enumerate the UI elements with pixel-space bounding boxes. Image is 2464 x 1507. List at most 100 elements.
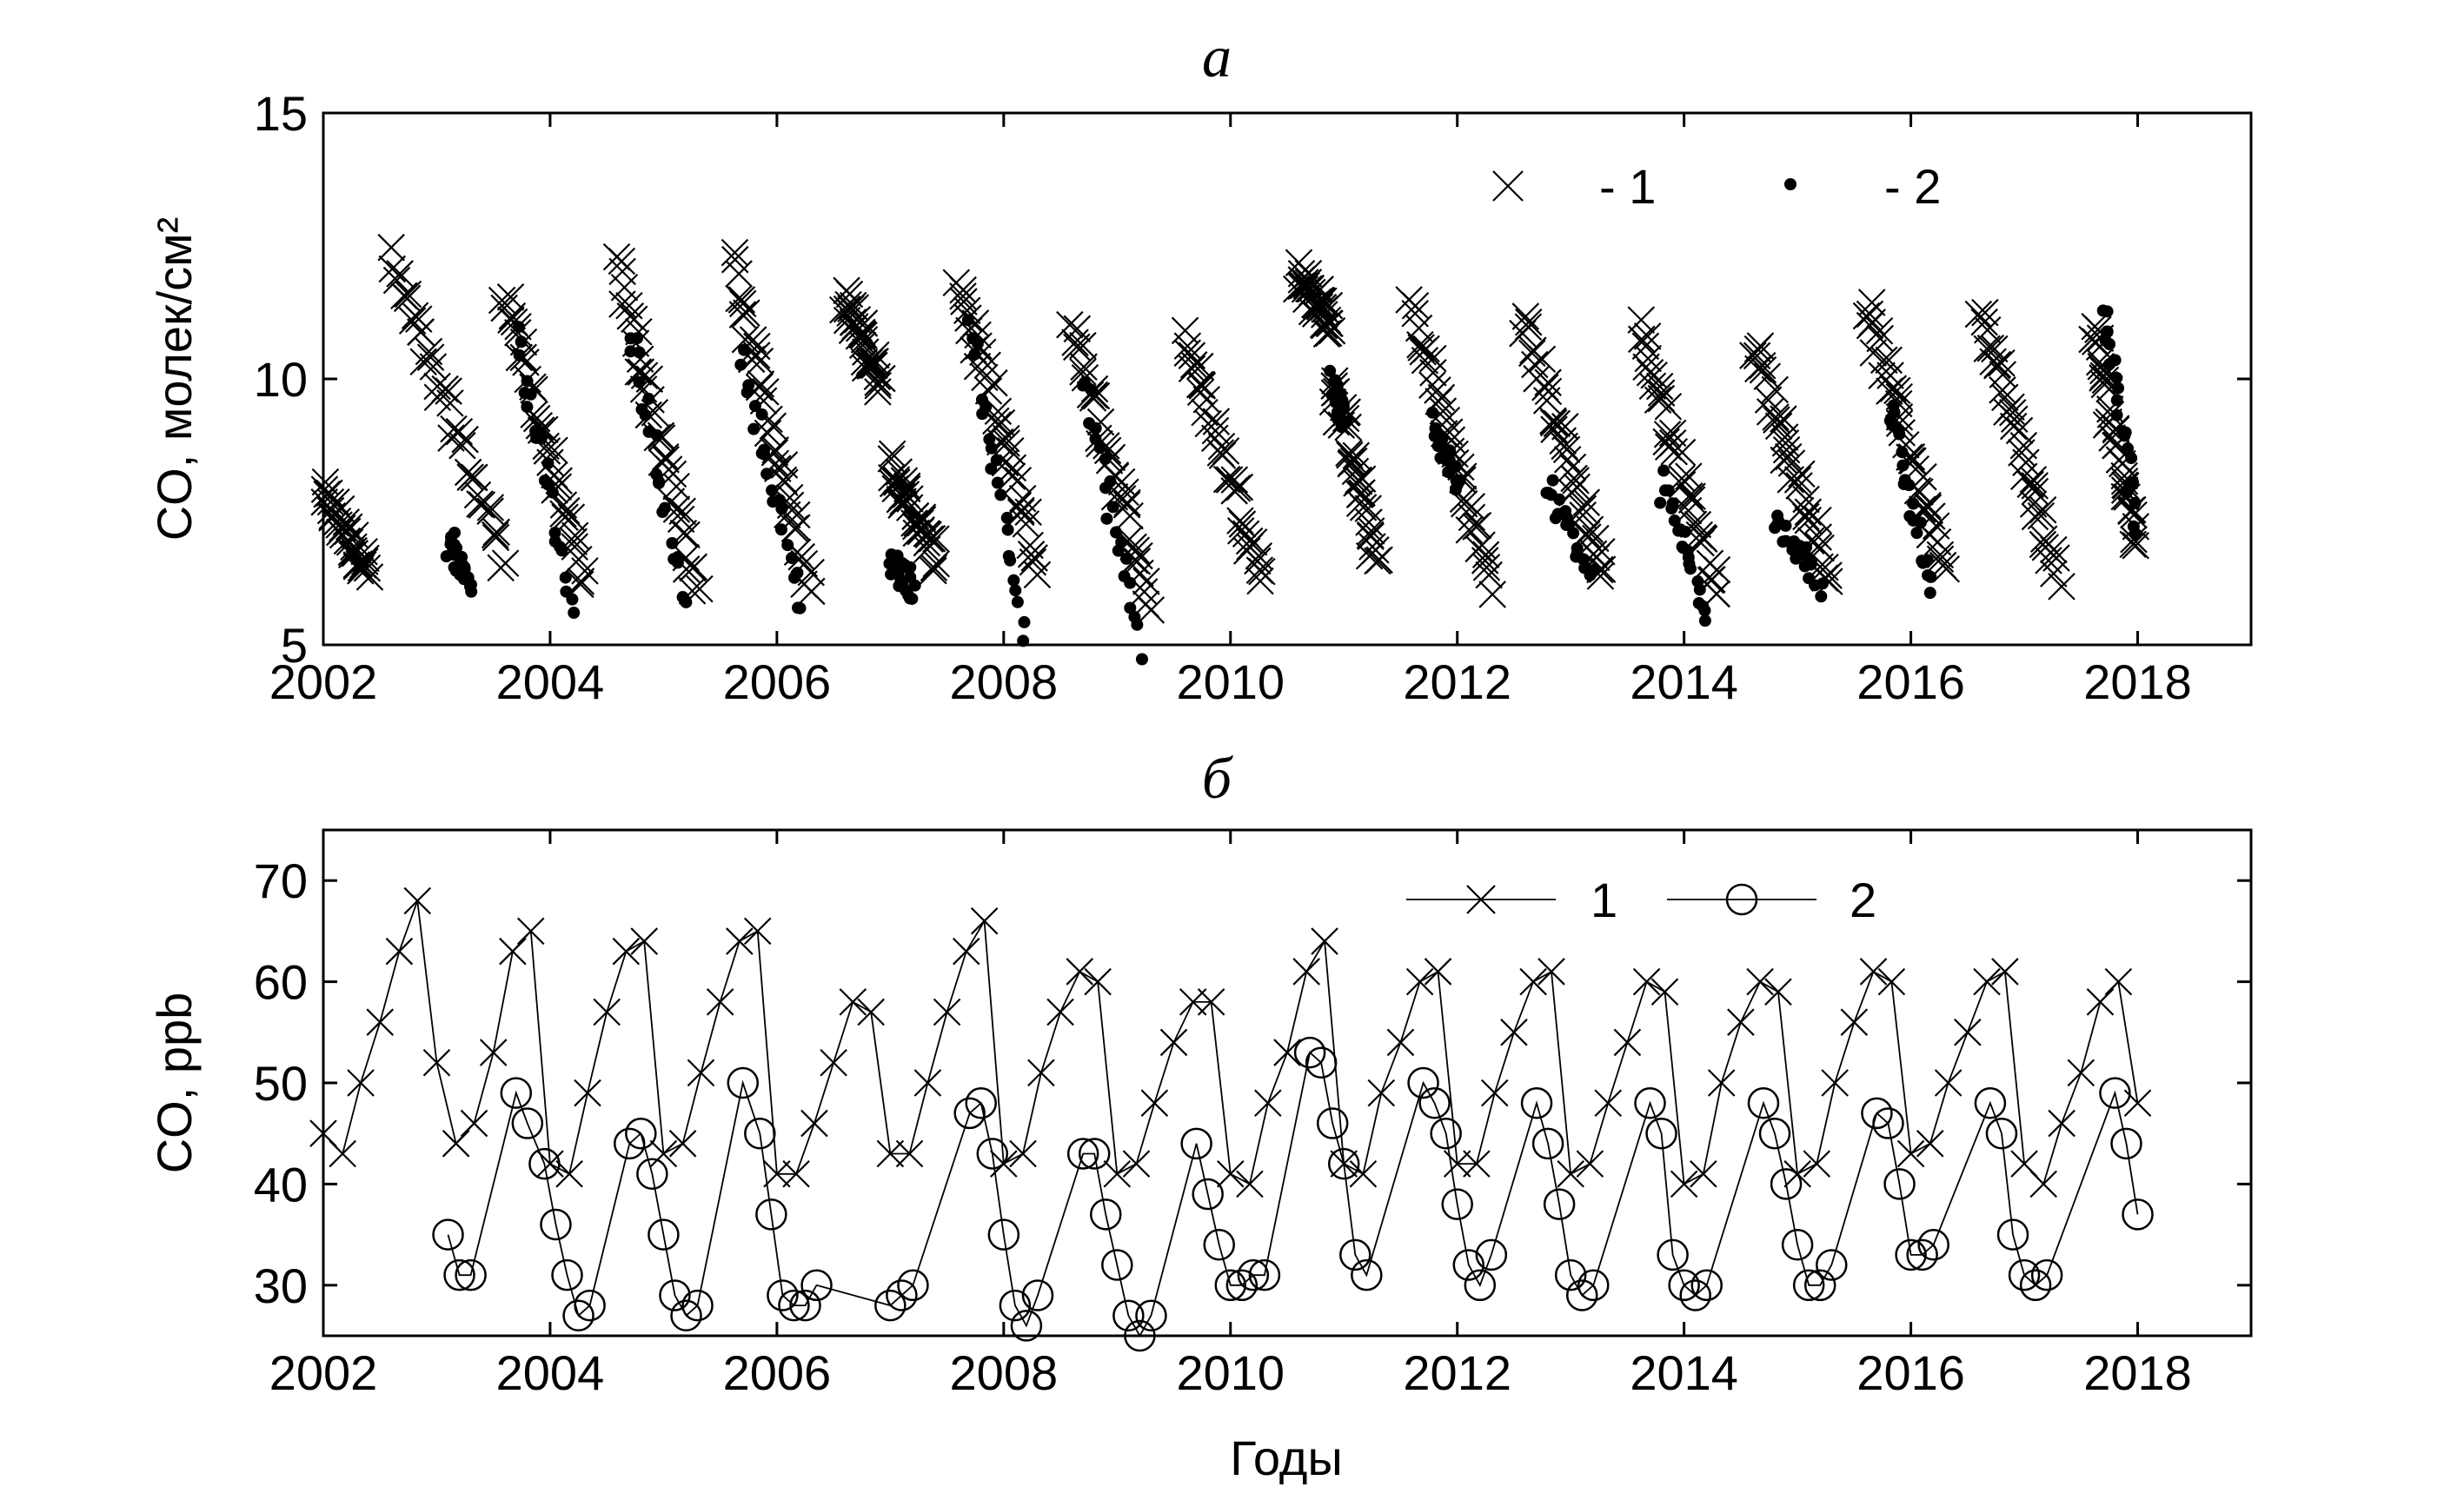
x-marker-stroke [378, 255, 407, 283]
series-1-x-point [1056, 310, 1084, 339]
series-1-x-point [574, 1079, 601, 1107]
x-marker-stroke [916, 525, 944, 553]
series-2-circle-point [1225, 1269, 1259, 1302]
series-2-circle-point [659, 1279, 691, 1311]
x-marker-stroke [1645, 372, 1674, 401]
x-marker-stroke [1763, 406, 1790, 434]
y-tick-label: 70 [254, 853, 308, 908]
series-2-dot-point [2109, 354, 2122, 367]
x-marker-stroke [461, 463, 488, 492]
y-tick-label: 60 [254, 955, 308, 1010]
series-2-circle-point [987, 1218, 1020, 1251]
series-1-x-point [1419, 344, 1447, 373]
series-1-x-point [922, 549, 951, 578]
series-1-x-point [1228, 510, 1257, 538]
series-1-x-point [1631, 332, 1660, 361]
series-1-x-point [1122, 1150, 1151, 1178]
x-marker-stroke [662, 472, 690, 501]
series-1-x-point [2021, 472, 2049, 500]
series-1-x-point [353, 554, 382, 582]
series-2-circle-point [1101, 1249, 1133, 1281]
series-1-x-point [1514, 313, 1543, 341]
x-marker-stroke [352, 544, 380, 573]
x-marker-stroke [727, 286, 756, 314]
series-1-x-point [1342, 441, 1371, 470]
series-1-x-point [536, 1150, 564, 1178]
x-marker-stroke [1188, 372, 1217, 400]
series-1-x-point [920, 556, 947, 585]
series-1-x-point [352, 544, 380, 573]
series-1-x-point [1633, 322, 1662, 350]
series-1-x-point [347, 1069, 375, 1097]
series-2-dot-point [1085, 383, 1098, 396]
x-marker-stroke [2102, 415, 2130, 444]
x-marker-stroke [624, 358, 653, 386]
x-marker-stroke [2048, 573, 2075, 601]
x-marker-stroke [1562, 467, 1590, 495]
x-marker-stroke [1971, 298, 1999, 327]
series-1-x-point [2123, 1089, 2152, 1118]
series-2-dot-point [1923, 587, 1936, 600]
x-marker-stroke [342, 521, 369, 549]
series-1-x-point [964, 321, 992, 349]
x-marker-stroke [2019, 466, 2048, 494]
x-marker-stroke [1069, 358, 1097, 386]
series-1-x-point [876, 1139, 905, 1168]
series-2-circle-point [500, 1077, 533, 1109]
series-2-dot-point [755, 408, 768, 421]
x-marker-stroke [422, 1048, 451, 1077]
series-1-x-point [1357, 517, 1385, 545]
x-marker-stroke [615, 291, 643, 320]
series-2-circle-point [1974, 1087, 2007, 1119]
x-marker-stroke [512, 349, 540, 376]
series-1-x-point [1973, 967, 2001, 996]
series-1-x-point [1576, 1150, 1604, 1178]
series-2-dot-point [894, 574, 907, 588]
x-marker-stroke [896, 485, 924, 513]
x-marker-stroke [1762, 403, 1790, 431]
series-1-x-point [1689, 523, 1717, 552]
series-1-x-point [422, 1048, 451, 1077]
x-marker-stroke [895, 1139, 924, 1168]
series-2-dot-point [521, 401, 534, 414]
x-marker-stroke [1670, 1170, 1698, 1198]
x-marker-stroke [1678, 482, 1706, 510]
series-1-x-point [1883, 376, 1911, 405]
x-marker-stroke [1348, 479, 1376, 507]
x-marker-stroke [1191, 398, 1219, 427]
x-marker-stroke [1220, 466, 1249, 494]
x-marker-stroke [1178, 355, 1206, 383]
series-1-x-point [1455, 516, 1484, 544]
series-1-x-point [820, 1048, 847, 1077]
series-2-dot-point [1100, 512, 1113, 525]
series-2-circle-point [1327, 1147, 1360, 1180]
panel-b-frame [322, 828, 2253, 1338]
series-1-x-point [1511, 302, 1540, 330]
series-2-dot-point [1804, 558, 1817, 571]
series-1-x-point [1856, 300, 1884, 329]
x-marker-stroke [2040, 560, 2068, 588]
series-2-dot-point [1089, 422, 1102, 435]
x-marker-stroke [2048, 1109, 2075, 1138]
series-2-circle-point [1634, 1087, 1666, 1119]
x-marker-stroke [1107, 468, 1136, 496]
x-marker-stroke [1727, 1008, 1755, 1036]
x-marker-stroke [1093, 432, 1120, 460]
series-2-dot-point [1896, 459, 1909, 472]
series-1-x-point [952, 937, 980, 966]
series-1-x-point [1159, 1028, 1188, 1057]
series-1-x-point [1069, 358, 1097, 386]
x-marker-stroke [1532, 387, 1561, 415]
series-1-x-point [1970, 308, 1998, 336]
series-1-x-point [451, 425, 479, 454]
series-2-dot-point [2119, 426, 2132, 439]
series-2-dot-point [994, 488, 1007, 501]
x-marker-stroke [407, 318, 435, 346]
x-marker-stroke [2029, 495, 2057, 524]
panel-a-legend: - 1 - 2 [1492, 159, 1941, 214]
series-2-circle-point [648, 1218, 680, 1251]
series-2-circle-point [1679, 1279, 1711, 1311]
series-1-x-point [2067, 1059, 2095, 1087]
series-1-x-point [1112, 478, 1139, 507]
